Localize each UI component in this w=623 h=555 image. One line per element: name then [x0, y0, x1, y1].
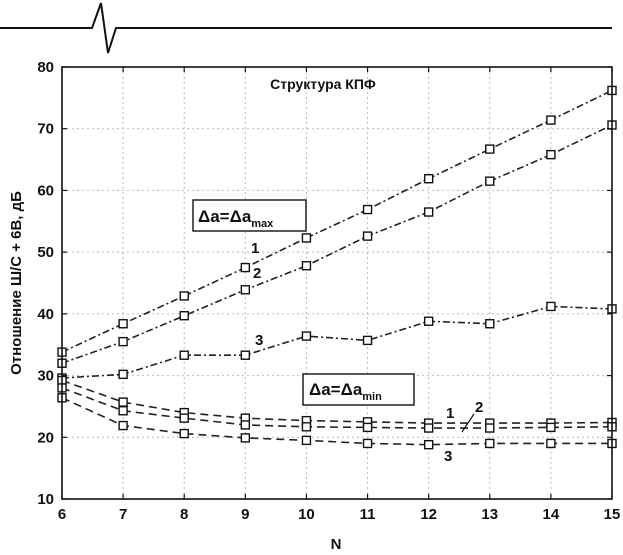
curve-label-min-2: 2 [475, 399, 483, 416]
legend-box-min-text: Δa=Δa [309, 380, 363, 399]
legend-box-max-sub: max [251, 218, 274, 230]
data-point-max-2 [118, 336, 128, 347]
data-point-min-3 [546, 438, 556, 449]
data-point-max-3 [485, 319, 495, 329]
data-point-max-3 [179, 350, 189, 360]
x-tick-label: 8 [180, 506, 188, 523]
data-point-min-3 [362, 438, 373, 449]
x-tick-label: 6 [58, 506, 66, 523]
legend-box-min-sub: min [362, 391, 382, 403]
data-point-min-3 [240, 433, 251, 443]
header-decoration [0, 2, 612, 54]
data-point-max-1 [301, 233, 312, 243]
data-point-max-1 [118, 319, 128, 329]
series-line-min-3 [61, 397, 612, 446]
data-point-min-2 [546, 422, 556, 433]
x-tick-label: 11 [360, 506, 376, 523]
data-point-min-2 [118, 406, 128, 416]
data-point-min-2 [301, 422, 312, 432]
series-line-min-1 [61, 379, 613, 424]
data-point-max-1 [179, 291, 189, 301]
svg-text:Δa=Δamin: Δa=Δamin [309, 380, 382, 403]
curve-label-max-2: 2 [253, 265, 261, 282]
chart-title: Структура КПФ [270, 76, 376, 92]
y-tick-label: 10 [37, 491, 54, 508]
data-point-max-1 [240, 262, 251, 273]
y-tick-label: 70 [37, 121, 54, 138]
data-point-min-3 [423, 439, 434, 450]
data-point-min-3 [301, 435, 312, 446]
data-point-max-1 [423, 174, 434, 184]
y-tick-label: 20 [37, 429, 54, 446]
x-tick-label: 7 [119, 506, 127, 523]
data-point-min-2 [485, 423, 495, 433]
series-line-max-2 [61, 124, 613, 364]
plot-frame [61, 66, 613, 500]
x-axis-label: N [331, 536, 342, 553]
data-point-max-2 [179, 311, 189, 321]
curve-label-min-1: 1 [446, 405, 454, 422]
data-point-max-2 [485, 176, 495, 186]
data-point-min-3 [179, 428, 189, 439]
data-point-max-3 [423, 316, 434, 326]
y-tick-label: 50 [37, 244, 54, 261]
data-point-max-2 [301, 261, 312, 271]
legend-box-min: Δa=Δamin [302, 373, 415, 406]
data-point-max-2 [546, 149, 556, 160]
curve-label-max-3: 3 [255, 332, 263, 349]
y-tick-label: 80 [37, 59, 54, 76]
curve-label-min-2-pointer [461, 413, 475, 433]
data-point-max-2 [423, 207, 434, 217]
x-tick-label: 13 [481, 506, 498, 523]
x-tick-label: 12 [420, 506, 437, 523]
data-point-max-3 [546, 301, 556, 312]
svg-text:Δa=Δamax: Δa=Δamax [198, 207, 274, 230]
grid [62, 67, 612, 499]
x-tick-label: 9 [241, 506, 249, 523]
data-point-min-1 [118, 397, 128, 407]
data-point-min-2 [240, 420, 251, 430]
data-point-max-2 [362, 231, 373, 241]
x-tick-label: 10 [298, 506, 315, 523]
y-tick-label: 60 [37, 182, 54, 199]
data-point-min-3 [118, 420, 128, 431]
data-point-min-2 [362, 422, 373, 433]
data-point-min-2 [423, 423, 434, 433]
data-point-max-3 [118, 369, 128, 380]
series-line-max-1 [61, 89, 613, 353]
data-point-max-1 [485, 144, 495, 154]
data-point-min-3 [485, 438, 495, 449]
y-tick-label: 40 [37, 306, 54, 323]
data-point-max-1 [362, 204, 373, 215]
data-point-max-3 [362, 335, 373, 346]
series-line-min-2 [61, 387, 613, 429]
data-point-max-1 [546, 115, 556, 125]
data-point-max-3 [301, 331, 312, 341]
data-point-max-2 [240, 285, 251, 295]
data-point-max-3 [240, 350, 251, 360]
x-tick-label: 14 [543, 506, 560, 523]
legend-box-max-text: Δa=Δa [198, 207, 252, 226]
x-tick-label: 15 [604, 506, 621, 523]
legend-box-max: Δa=Δamax [192, 199, 307, 232]
y-axis-label: Отношение Ш/С + 6В, дБ [8, 191, 25, 375]
y-tick-label: 30 [37, 368, 54, 385]
data-point-min-2 [179, 413, 189, 423]
curve-label-min-3: 3 [444, 448, 452, 465]
series-line-max-3 [61, 305, 613, 379]
curve-label-max-1: 1 [251, 240, 259, 257]
